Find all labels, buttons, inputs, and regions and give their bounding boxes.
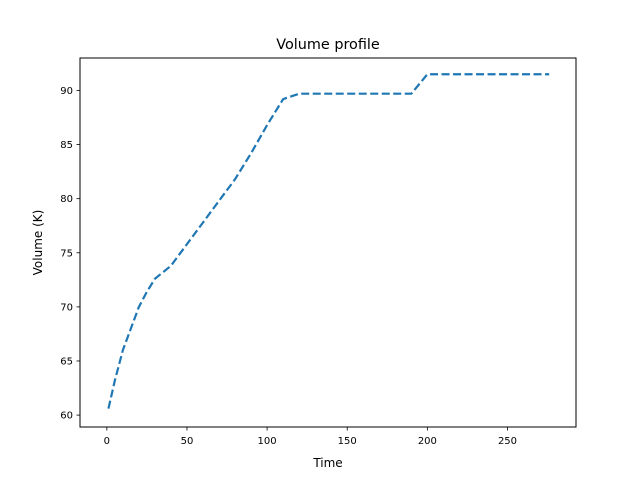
x-tick-label: 50	[181, 436, 194, 447]
y-tick-label: 75	[60, 248, 73, 259]
y-tick-label: 60	[60, 411, 73, 422]
y-tick-label: 80	[60, 194, 73, 205]
x-tick-label: 250	[498, 436, 517, 447]
y-tick-label: 70	[60, 302, 73, 313]
y-tick-label: 90	[60, 86, 73, 97]
x-axis-label: Time	[312, 456, 342, 470]
x-axis-ticks: 0 50 100 150 200 250	[104, 427, 517, 447]
y-axis-ticks: 60 65 70 75 80 85 90	[60, 86, 80, 422]
axes-frame	[79, 57, 577, 428]
x-tick-label: 100	[258, 436, 277, 447]
series-line	[107, 73, 550, 409]
y-tick-label: 85	[60, 140, 73, 151]
y-tick-label: 65	[60, 356, 73, 367]
x-tick-label: 0	[104, 436, 110, 447]
x-tick-label: 200	[418, 436, 437, 447]
x-tick-label: 150	[338, 436, 357, 447]
chart-title: Volume profile	[276, 37, 380, 53]
y-axis-label: Volume (K)	[31, 210, 45, 276]
plot-area	[107, 73, 550, 409]
